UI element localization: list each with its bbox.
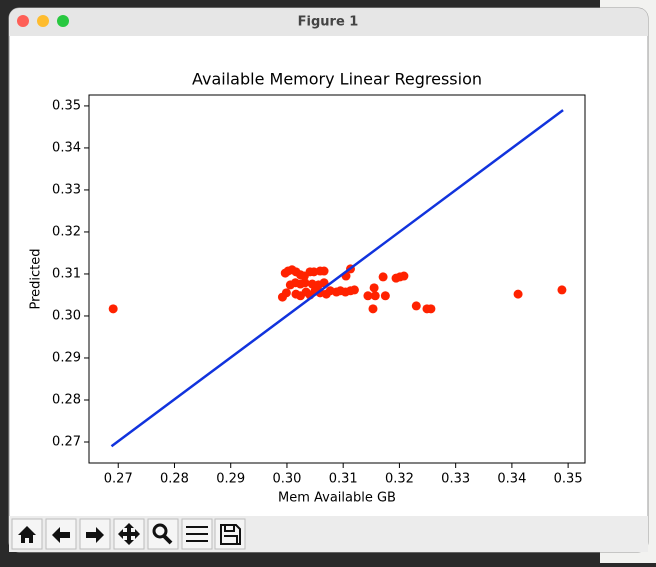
point (363, 291, 373, 301)
y-axis-label: Predicted (29, 248, 44, 309)
close-button[interactable] (17, 15, 29, 27)
point (378, 272, 388, 282)
chart-title: Available Memory Linear Regression (192, 70, 482, 89)
window (8, 7, 649, 553)
point (557, 285, 567, 295)
point (349, 285, 359, 295)
zoom-button[interactable] (57, 15, 69, 27)
point (281, 288, 291, 298)
x-tick-label: 0.32 (385, 472, 414, 487)
x-tick-label: 0.28 (160, 472, 189, 487)
title-bar (9, 8, 648, 36)
point (399, 271, 409, 281)
point (513, 289, 523, 299)
y-tick-label: 0.27 (52, 434, 81, 449)
y-tick-label: 0.29 (52, 350, 81, 365)
x-tick-label: 0.34 (497, 472, 526, 487)
x-tick-label: 0.33 (441, 472, 470, 487)
y-tick-label: 0.31 (52, 266, 81, 281)
chart: Available Memory Linear Regression Mem A… (29, 70, 586, 506)
point (319, 266, 329, 276)
y-tick-label: 0.35 (52, 98, 81, 113)
x-tick-label: 0.27 (104, 472, 133, 487)
point (108, 304, 118, 314)
x-tick-label: 0.35 (554, 472, 583, 487)
y-tick-label: 0.32 (52, 224, 81, 239)
zoom-icon-handle (162, 534, 173, 545)
save-icon (220, 524, 241, 545)
zoom-icon (152, 523, 168, 539)
point (380, 291, 390, 301)
point (300, 278, 310, 288)
point (411, 301, 421, 311)
toolbar-buttons (11, 518, 246, 550)
pan-icon (118, 523, 140, 545)
point (369, 283, 379, 293)
x-tick-label: 0.31 (329, 472, 358, 487)
forward-icon (86, 527, 104, 543)
x-tick-label: 0.29 (216, 472, 245, 487)
point (280, 268, 290, 278)
home-icon (18, 526, 36, 543)
y-tick-label: 0.28 (52, 392, 81, 407)
point (370, 291, 380, 301)
y-tick-label: 0.34 (52, 140, 81, 155)
configure-icon (186, 526, 208, 542)
minimize-button[interactable] (37, 15, 49, 27)
point (368, 304, 378, 314)
regression-line (110, 109, 564, 448)
window-title: Figure 1 (298, 15, 359, 30)
point (426, 304, 436, 314)
x-tick-label: 0.30 (272, 472, 301, 487)
y-tick-label: 0.33 (52, 182, 81, 197)
zoom-rect-button[interactable] (147, 518, 179, 550)
x-axis-label: Mem Available GB (278, 491, 396, 506)
y-tick-label: 0.30 (52, 308, 81, 323)
back-icon (52, 527, 70, 543)
plot-area (88, 94, 586, 464)
